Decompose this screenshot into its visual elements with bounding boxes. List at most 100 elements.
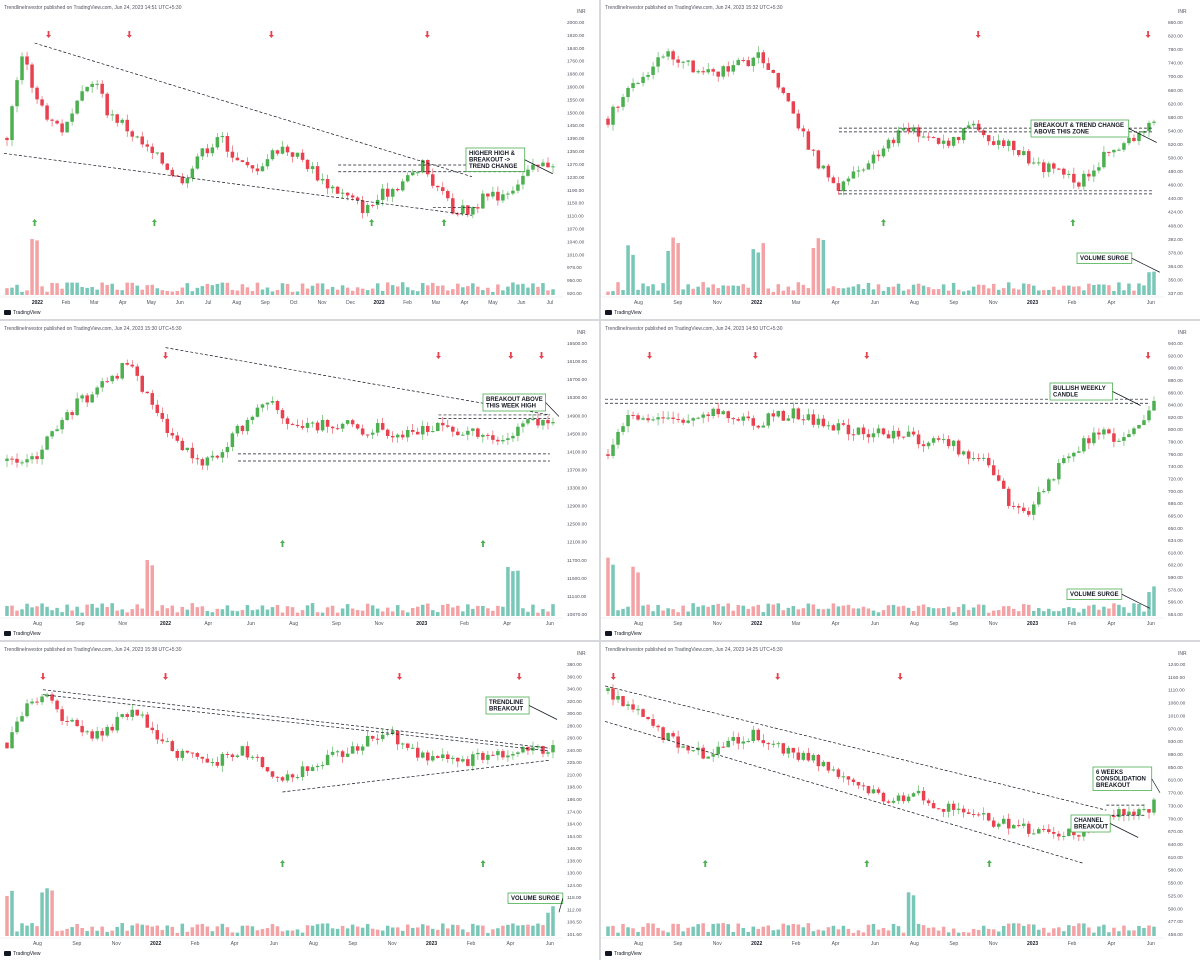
candle-body <box>751 57 756 67</box>
annotation-text: ABOVE THIS ZONE <box>1034 130 1089 136</box>
y-tick-label: 210.00 <box>567 772 582 778</box>
volume-bar <box>1147 272 1151 295</box>
volume-bar <box>931 927 936 936</box>
volume-bar <box>631 928 635 936</box>
candle-body <box>160 152 165 164</box>
candle-body <box>481 752 485 760</box>
volume-bar <box>506 286 510 295</box>
volume-bar <box>1011 288 1016 295</box>
volume-bar <box>290 930 295 936</box>
candle-body <box>891 800 896 803</box>
annotation-arrow <box>1151 778 1161 793</box>
candle-body <box>911 127 916 132</box>
candle-body <box>350 195 355 198</box>
volume-bar <box>531 604 535 616</box>
volume-bar <box>606 926 610 936</box>
volume-bar <box>786 925 791 936</box>
volume-bar <box>120 609 124 616</box>
volume-bar <box>275 604 280 616</box>
volume-bar <box>926 607 931 616</box>
volume-bar <box>395 286 400 295</box>
volume-bar <box>1016 923 1021 936</box>
volume-bar <box>641 926 645 936</box>
y-tick-label: 820.00 <box>1168 34 1183 40</box>
candle-body <box>130 364 134 367</box>
candle-body <box>951 440 956 447</box>
y-tick-label: 780.00 <box>1168 47 1183 53</box>
arrow-down-icon <box>864 352 870 359</box>
volume-bar <box>671 237 675 295</box>
candle-body <box>15 80 19 107</box>
volume-bar <box>110 283 114 295</box>
candle-body <box>360 428 365 435</box>
volume-bar <box>541 283 545 295</box>
volume-bar <box>806 288 811 295</box>
candle-body <box>5 137 9 141</box>
candle-body <box>1022 823 1026 826</box>
volume-bar <box>1097 284 1101 295</box>
candle-body <box>741 741 745 744</box>
candle-body <box>330 426 335 429</box>
arrow-down-icon <box>46 31 52 38</box>
y-tick-label: 500.00 <box>1168 156 1183 162</box>
volume-bar <box>250 291 255 295</box>
candle-body <box>1117 809 1121 818</box>
candle-body <box>741 60 745 62</box>
candle-body <box>1087 173 1091 177</box>
volume-bar <box>250 926 255 936</box>
x-tick-label: Nov <box>713 941 722 947</box>
volume-bar <box>1107 932 1111 936</box>
volume-bar <box>55 931 59 936</box>
candle-body <box>85 731 89 733</box>
candle-body <box>400 743 405 745</box>
candle-body <box>1112 149 1116 153</box>
volume-bar <box>746 287 751 295</box>
volume-bar <box>806 603 811 616</box>
candle-body <box>826 425 831 427</box>
y-tick-label: 106.50 <box>567 920 582 926</box>
candle-body <box>971 814 976 816</box>
volume-bar <box>335 612 340 616</box>
candle-body <box>526 169 530 176</box>
candle-body <box>916 790 921 794</box>
y-tick-label: 350.00 <box>1168 277 1183 283</box>
candle-body <box>926 442 931 447</box>
candle-body <box>1097 167 1101 171</box>
candle-body <box>185 447 190 451</box>
volume-bar <box>946 606 951 616</box>
volume-bar <box>701 923 705 936</box>
volume-bar <box>1027 604 1031 616</box>
volume-bar <box>801 927 806 936</box>
candle-body <box>265 402 270 405</box>
volume-bar <box>30 923 34 936</box>
candle-body <box>886 801 891 803</box>
volume-bar <box>1147 925 1151 936</box>
candle-body <box>260 166 265 172</box>
candle-body <box>426 426 430 432</box>
volume-bar <box>350 924 355 936</box>
volume-bar <box>300 283 305 295</box>
volume-bar <box>75 282 79 295</box>
volume-bar <box>546 912 550 936</box>
volume-bar <box>10 890 14 936</box>
volume-bar <box>451 289 455 295</box>
volume-bar <box>215 608 220 616</box>
volume-bar <box>405 924 410 936</box>
y-tick-label: 480.00 <box>1168 169 1183 175</box>
volume-bar <box>365 603 370 616</box>
candle-body <box>441 754 445 759</box>
volume-bar <box>871 924 876 936</box>
volume-bar <box>856 930 861 936</box>
volume-bar <box>831 925 836 936</box>
volume-bar <box>1127 612 1131 616</box>
volume-bar <box>400 930 405 936</box>
candle-body <box>280 146 285 154</box>
volume-bar <box>446 603 450 616</box>
candle-body <box>75 100 79 114</box>
x-tick-label: Apr <box>503 621 511 627</box>
candle-body <box>325 754 330 766</box>
volume-bar <box>976 929 981 936</box>
candle-body <box>15 721 19 733</box>
candle-body <box>350 420 355 425</box>
volume-bar <box>85 931 89 936</box>
